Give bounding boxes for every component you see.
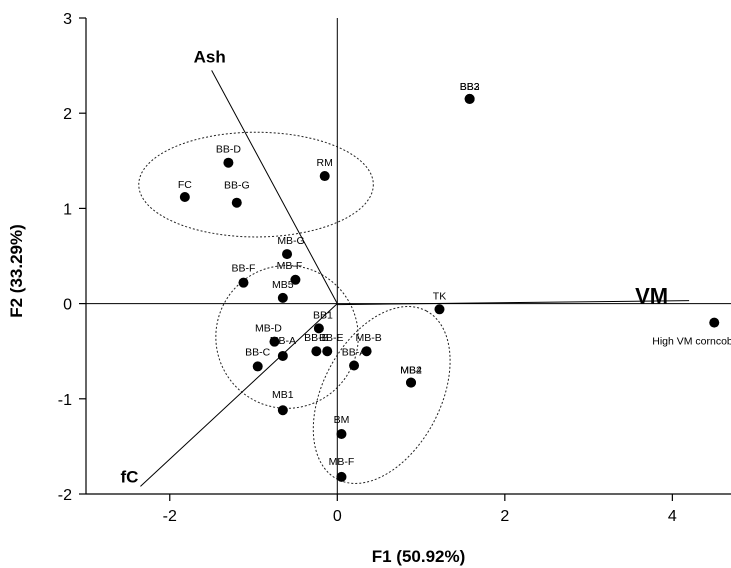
x-tick-label: 2: [500, 508, 509, 525]
point-label: BB2: [460, 81, 480, 93]
point-label: MB-F: [329, 456, 355, 468]
data-point: [231, 197, 242, 208]
point-label: BB-D: [216, 144, 242, 156]
y-tick-label: 3: [63, 11, 72, 28]
y-tick-label: 1: [63, 201, 72, 218]
point-label: MB1: [272, 389, 294, 401]
y-tick-label: -1: [58, 392, 72, 409]
data-point: [277, 405, 288, 416]
y-tick-label: 2: [63, 106, 72, 123]
point-label: MB-F: [277, 260, 303, 272]
vector-vm: [337, 300, 690, 306]
point-label: BB-A: [342, 346, 367, 358]
y-axis-label: F2 (33.29%): [7, 224, 26, 318]
data-point: [277, 292, 288, 303]
point-label: RM: [317, 157, 333, 169]
x-axis-label: F1 (50.92%): [372, 547, 466, 566]
vector-fc: [140, 303, 338, 487]
vector-label-fc: fC: [120, 467, 138, 486]
data-point: [313, 323, 324, 334]
data-point: [252, 361, 263, 372]
point-label: TK: [433, 290, 446, 302]
point-label: BB-C: [245, 346, 271, 358]
data-point: [277, 350, 288, 361]
loading-vectors: Ash VM fC: [120, 47, 690, 487]
point-label: MB-D: [255, 323, 282, 335]
data-point: [322, 346, 333, 357]
point-label: MB2: [400, 365, 422, 377]
data-point: [282, 249, 293, 260]
data-point: [434, 304, 445, 315]
point-label: BM: [334, 414, 350, 426]
vector-label-ash: Ash: [194, 47, 226, 66]
y-tick-label: 0: [63, 297, 72, 314]
data-point: [361, 346, 372, 357]
data-point: [311, 346, 322, 357]
data-point: [336, 429, 347, 440]
cluster-ellipse: [215, 265, 359, 409]
point-label: BB-G: [224, 180, 250, 192]
vector-ash: [211, 70, 338, 304]
data-point: [269, 336, 280, 347]
data-point: [290, 274, 301, 285]
point-label: BB3: [460, 81, 480, 93]
point-label: MB-B: [355, 332, 381, 344]
vector-label-vm: VM: [635, 284, 668, 309]
point-label: MB-G: [277, 235, 304, 247]
point-label: BB-E: [319, 332, 344, 344]
data-point: [238, 277, 249, 288]
x-tick-label: -2: [163, 508, 177, 525]
axes: -2 0 2 4 -2 -1 0 1 2 3: [58, 11, 731, 525]
point-label: MB5: [272, 279, 294, 291]
x-tick-label: 4: [668, 508, 677, 525]
data-point: [179, 191, 190, 202]
point-label: High VM corncob: [652, 336, 731, 348]
data-point: [349, 360, 360, 371]
data-point: [709, 317, 720, 328]
data-point: [223, 157, 234, 168]
data-point: [319, 171, 330, 182]
y-tick-label: -2: [58, 487, 72, 504]
point-label: BB-F: [232, 263, 256, 275]
point-label: FC: [178, 179, 192, 191]
point-label: BB-B: [304, 332, 329, 344]
cluster-ellipse: [138, 131, 374, 238]
point-label: MB-A: [270, 335, 296, 347]
data-point: [406, 377, 417, 388]
data-point: [336, 471, 347, 482]
point-label: MB4: [400, 365, 422, 377]
point-label: BB1: [313, 309, 333, 321]
data-point: [464, 93, 475, 104]
x-tick-label: 0: [333, 508, 342, 525]
